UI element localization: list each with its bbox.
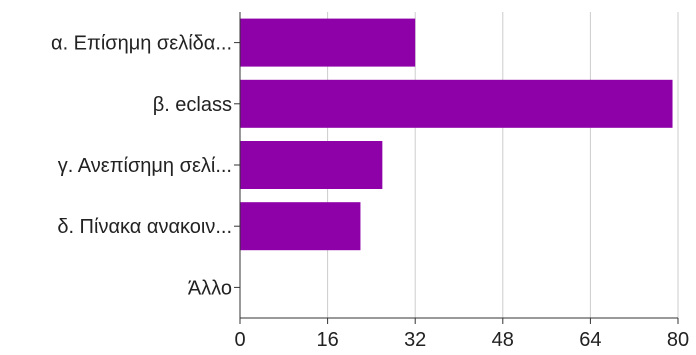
category-label: Άλλο bbox=[188, 277, 232, 299]
bar bbox=[240, 202, 361, 251]
category-labels: α. Επίσημη σελίδα... β. eclass γ. Ανεπίσημ… bbox=[51, 33, 232, 300]
bar bbox=[240, 141, 383, 189]
bars bbox=[240, 18, 673, 251]
category-label: β. eclass bbox=[153, 94, 232, 116]
x-tick-label: 0 bbox=[234, 329, 245, 350]
category-label: δ. Πίνακα ανακοιν... bbox=[57, 216, 232, 238]
x-tick-label: 32 bbox=[404, 329, 426, 350]
category-label: α. Επίσημη σελίδα... bbox=[51, 33, 232, 55]
x-tick-label: 64 bbox=[579, 329, 601, 350]
category-label: γ. Ανεπίσημη σελί... bbox=[58, 155, 232, 177]
x-tick-label: 80 bbox=[667, 329, 689, 350]
x-tick-label: 48 bbox=[492, 329, 514, 350]
x-tick-label: 16 bbox=[316, 329, 338, 350]
bar bbox=[240, 18, 416, 67]
bar bbox=[240, 79, 673, 128]
axes bbox=[234, 12, 679, 324]
x-tick-labels: 0 16 32 48 64 80 bbox=[234, 329, 689, 351]
